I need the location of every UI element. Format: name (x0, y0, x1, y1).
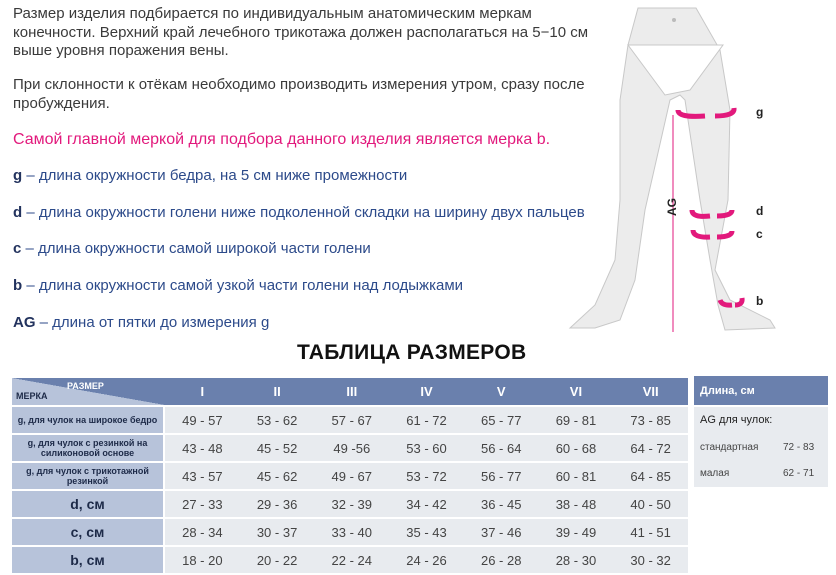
table-cell: 43 - 57 (165, 463, 240, 489)
table-row: b, см 18 - 20 20 - 22 22 - 24 24 - 26 26 - 28… (12, 547, 689, 573)
table-cell: 73 - 85 (613, 407, 689, 433)
row-label: g, для чулок с резинкой на силиконовой о… (12, 435, 163, 461)
table-cell: 34 - 42 (389, 491, 464, 517)
table-cell: 60 - 81 (538, 463, 614, 489)
length-value: 72 - 83 (783, 442, 815, 453)
table-cell: 28 - 34 (165, 519, 240, 545)
table-cell: 65 - 77 (463, 407, 539, 433)
table-cell: 26 - 28 (463, 547, 539, 573)
table-row: g, для чулок с резинкой на силиконовой о… (12, 435, 689, 461)
size-header: II (273, 384, 281, 399)
label-d: d (756, 204, 763, 218)
table-cell: 53 - 60 (389, 435, 464, 461)
table-cell: 43 - 48 (165, 435, 240, 461)
table-cell: 33 - 40 (314, 519, 390, 545)
intro-paragraph-2: При склонности к отёкам необходимо произ… (13, 76, 585, 112)
table-cell: 29 - 36 (239, 491, 315, 517)
table-cell: 45 - 62 (239, 463, 315, 489)
table-cell: 32 - 39 (314, 491, 390, 517)
table-row: d, см 27 - 33 29 - 36 32 - 39 34 - 42 36 - 45… (12, 491, 689, 517)
table-cell: 22 - 24 (314, 547, 390, 573)
corner-size: РАЗМЕР (67, 381, 104, 391)
table-cell: 64 - 72 (613, 435, 689, 461)
label-b: b (756, 294, 763, 308)
table-cell: 69 - 81 (538, 407, 614, 433)
table-cell: 24 - 26 (389, 547, 464, 573)
length-label: стандартная (700, 442, 759, 453)
table-cell: 49 - 67 (314, 463, 390, 489)
size-table: РАЗМЕР МЕРКА I II III IV V VI VII g, для … (12, 378, 689, 575)
corner-cell: РАЗМЕР МЕРКА (12, 378, 165, 405)
size-header: III (346, 384, 358, 399)
length-table-body: AG для чулок: стандартная 72 - 83 малая … (694, 407, 828, 487)
table-cell: 18 - 20 (165, 547, 240, 573)
table-cell: 53 - 72 (389, 463, 464, 489)
measure-ag: AG – длина от пятки до измерения g (13, 314, 270, 331)
row-label: g, для чулок на широкое бедро (12, 407, 163, 433)
size-header: VI (569, 384, 583, 399)
row-label: d, см (12, 491, 163, 517)
size-header: VII (642, 384, 659, 399)
table-cell: 39 - 49 (538, 519, 614, 545)
table-cell: 41 - 51 (613, 519, 689, 545)
row-label: b, см (12, 547, 163, 573)
table-cell: 56 - 77 (463, 463, 539, 489)
table-cell: 35 - 43 (389, 519, 464, 545)
corner-measure: МЕРКА (16, 391, 48, 401)
table-cell: 64 - 85 (613, 463, 689, 489)
table-cell: 37 - 46 (463, 519, 539, 545)
length-label: малая (700, 468, 730, 479)
table-cell: 53 - 62 (239, 407, 315, 433)
measure-b: b – длина окружности самой узкой части г… (13, 277, 464, 294)
table-cell: 57 - 67 (314, 407, 390, 433)
table-cell: 60 - 68 (538, 435, 614, 461)
table-row: g, для чулок на широкое бедро 49 - 57 53 -… (12, 407, 689, 433)
table-cell: 30 - 32 (613, 547, 689, 573)
label-c: c (756, 227, 763, 241)
row-label: c, см (12, 519, 163, 545)
table-row: c, см 28 - 34 30 - 37 33 - 40 35 - 43 37 - 46… (12, 519, 689, 545)
length-value: 62 - 71 (783, 468, 815, 479)
table-cell: 61 - 72 (389, 407, 464, 433)
table-cell: 49 -56 (314, 435, 390, 461)
table-cell: 40 - 50 (613, 491, 689, 517)
table-cell: 38 - 48 (538, 491, 614, 517)
table-cell: 28 - 30 (538, 547, 614, 573)
ag-label: AG (665, 198, 679, 216)
size-header: V (496, 384, 506, 399)
table-cell: 30 - 37 (239, 519, 315, 545)
length-table: Длина, см AG для чулок: стандартная 72 -… (694, 376, 828, 487)
highlight-text: Самой главной меркой для подбора данного… (13, 131, 551, 148)
size-header: IV (420, 384, 433, 399)
size-table-header: РАЗМЕР МЕРКА I II III IV V VI VII (12, 378, 688, 405)
table-cell: 49 - 57 (165, 407, 240, 433)
table-cell: 27 - 33 (165, 491, 240, 517)
table-row: g, для чулок с трикотажной резинкой 43 - … (12, 463, 689, 489)
length-table-header: Длина, см (694, 376, 828, 405)
table-cell: 45 - 52 (239, 435, 315, 461)
intro-paragraph-1: Размер изделия подбирается по индивидуал… (13, 5, 589, 59)
row-label: g, для чулок с трикотажной резинкой (12, 463, 163, 489)
measure-d: d – длина окружности голени ниже подколе… (13, 204, 585, 221)
label-g: g (756, 105, 763, 119)
table-cell: 20 - 22 (239, 547, 315, 573)
size-header: I (200, 384, 205, 399)
table-title: ТАБЛИЦА РАЗМЕРОВ (297, 341, 527, 364)
measure-g: g – длина окружности бедра, на 5 см ниже… (13, 167, 408, 184)
table-cell: 36 - 45 (463, 491, 539, 517)
table-cell: 56 - 64 (463, 435, 539, 461)
measure-arrows (675, 107, 745, 308)
measure-c: c – длина окружности самой широкой части… (13, 240, 371, 257)
length-subtitle: AG для чулок: (700, 414, 773, 426)
leg-illustration: AG g d c b (568, 7, 776, 332)
